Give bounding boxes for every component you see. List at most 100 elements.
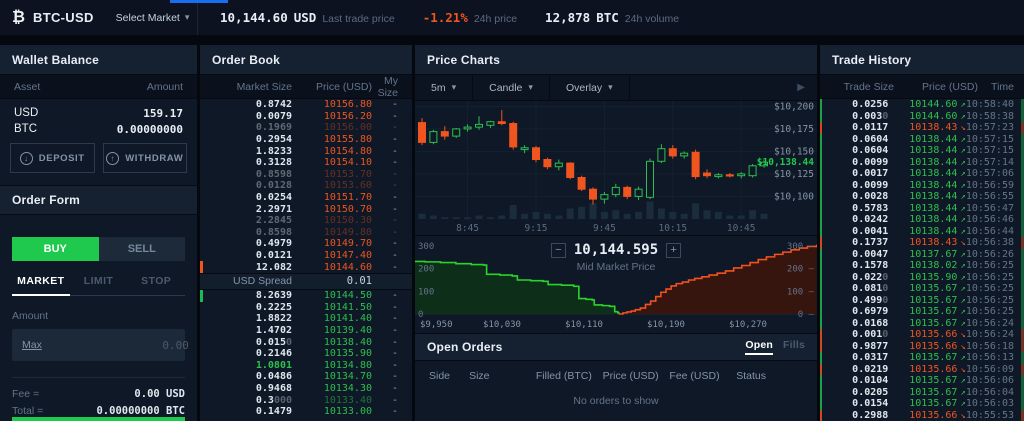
deposit-label: DEPOSIT: [38, 152, 85, 164]
order-book-ask-row[interactable]: 0.0254 10151.70 -: [200, 192, 412, 204]
order-book-bid-row[interactable]: 1.8822 10141.40 -: [200, 313, 412, 325]
max-link[interactable]: Max: [22, 339, 42, 351]
order-book-ask-row[interactable]: 0.1969 10156.00 -: [200, 122, 412, 134]
order-book-bid-row[interactable]: 1.4702 10139.40 -: [200, 325, 412, 337]
open-orders-tab-fills[interactable]: Fills: [782, 339, 805, 351]
scroll-right-icon[interactable]: ▶: [797, 82, 805, 93]
order-book-ask-row[interactable]: 2.2971 10150.70 -: [200, 203, 412, 215]
svg-text:9:15: 9:15: [525, 223, 548, 234]
select-market-dropdown[interactable]: Select Market ▾: [116, 12, 190, 24]
trade-size: 0.6979: [852, 306, 889, 318]
select-market-label: Select Market: [115, 11, 180, 24]
mid-minus-button[interactable]: −: [550, 242, 566, 258]
trade-history-row[interactable]: 0.0099 10138.44 ↗ 10:56:59: [820, 179, 1024, 191]
depth-chart[interactable]: − 10,144.595 + Mid Market Price $9,950 $1…: [415, 235, 817, 333]
order-book-bid-row[interactable]: 8.2639 10144.50 -: [200, 289, 412, 302]
ob-size: 0.1479: [255, 406, 292, 418]
amount-field[interactable]: [41, 338, 189, 352]
trade-history-row[interactable]: 0.0010 10135.66 ↘ 10:56:24: [820, 329, 1024, 341]
trade-history-row[interactable]: 0.0256 10144.60 ↗ 10:58:40: [820, 99, 1024, 111]
trade-history-row[interactable]: 0.0220 10135.90 ↗ 10:56:25: [820, 271, 1024, 283]
trade-history-row[interactable]: 0.5783 10138.44 ↗ 10:56:47: [820, 202, 1024, 214]
trade-size: 0.0219: [852, 363, 889, 375]
order-book-ask-row[interactable]: 0.0128 10153.60 -: [200, 180, 412, 192]
trade-history-row[interactable]: 0.0117 10138.43 ↘ 10:57:23: [820, 122, 1024, 134]
trade-price: 10144.60 ↗: [909, 99, 966, 111]
candlestick-chart[interactable]: $10,200 $10,175 $10,150 $10,125 $10,100 8:45 9…: [415, 101, 817, 235]
trade-price: 10135.67 ↗: [909, 283, 966, 295]
total-row: Total = 0.00000000 BTC: [12, 405, 185, 417]
trade-history-row[interactable]: 0.0242 10138.44 ↗ 10:56:46: [820, 214, 1024, 226]
place-order-button[interactable]: [12, 417, 185, 421]
trade-price: 10138.44 ↗: [909, 179, 966, 191]
order-book-ask-row[interactable]: 2.2845 10150.30 -: [200, 215, 412, 227]
trade-history-row[interactable]: 0.1578 10138.02 ↗ 10:56:25: [820, 260, 1024, 272]
trade-size: 0.0030: [852, 110, 889, 122]
order-book-ask-row[interactable]: 0.8742 10156.80 -: [200, 99, 412, 111]
order-book-bid-row[interactable]: 0.2146 10135.90 -: [200, 348, 412, 360]
order-book-bid-row[interactable]: 1.0801 10134.80 -: [200, 359, 412, 371]
buy-tab[interactable]: BUY: [12, 237, 99, 261]
order-book-ask-row[interactable]: 0.8598 10153.70 -: [200, 169, 412, 181]
trade-history-row[interactable]: 0.1737 10138.43 ↘ 10:56:38: [820, 237, 1024, 249]
tab-stop[interactable]: STOP: [141, 275, 172, 287]
trade-history-row[interactable]: 0.0047 10137.67 ↗ 10:56:26: [820, 248, 1024, 260]
ask-depth-mark: [200, 261, 203, 273]
overlay-dropdown[interactable]: Overlay ▾: [550, 75, 630, 100]
tab-market[interactable]: MARKET: [12, 275, 70, 296]
chart-type-dropdown[interactable]: Candle ▾: [473, 75, 550, 100]
trade-history-row[interactable]: 0.0317 10135.67 ↗ 10:56:13: [820, 352, 1024, 364]
order-book-ask-row[interactable]: 0.4979 10149.70 -: [200, 238, 412, 250]
order-book-ask-row[interactable]: 1.8233 10154.80 -: [200, 145, 412, 157]
trade-history-row[interactable]: 0.0154 10135.67 ↗ 10:56:03: [820, 398, 1024, 410]
interval-dropdown[interactable]: 5m ▾: [415, 75, 474, 100]
ob-price: 10134.80: [323, 359, 372, 371]
order-book-bid-row[interactable]: 0.2225 10141.50 -: [200, 302, 412, 314]
order-book-bid-row[interactable]: 0.0486 10134.70 -: [200, 371, 412, 383]
ob-my-size: -: [391, 110, 398, 122]
fee-row: Fee = 0.00 USD: [12, 388, 185, 400]
order-book-ask-row[interactable]: 0.2954 10155.80 -: [200, 134, 412, 146]
trade-history-row[interactable]: 0.0017 10138.44 ↗ 10:57:06: [820, 168, 1024, 180]
order-book-bid-row[interactable]: 0.3000 10133.40 -: [200, 394, 412, 406]
trade-history-row[interactable]: 0.0104 10135.67 ↗ 10:56:06: [820, 375, 1024, 387]
ob-my-size: -: [391, 238, 398, 250]
order-book-ask-row[interactable]: 12.082 10144.60 -: [200, 261, 412, 273]
trade-history-row[interactable]: 0.0041 10138.44 ↗ 10:56:44: [820, 225, 1024, 237]
trade-history-row[interactable]: 0.0219 10135.66 ↘ 10:56:09: [820, 363, 1024, 375]
trade-history-row[interactable]: 0.0205 10135.67 ↗ 10:56:04: [820, 386, 1024, 398]
trade-history-row[interactable]: 0.0168 10135.67 ↗ 10:56:24: [820, 317, 1024, 329]
trade-size: 0.0028: [852, 191, 889, 203]
trade-history-row[interactable]: 0.0099 10138.44 ↗ 10:57:14: [820, 156, 1024, 168]
deposit-button[interactable]: ↓ DEPOSIT: [10, 143, 95, 173]
trade-up-arrow-icon: ↗: [960, 215, 966, 226]
mid-plus-button[interactable]: +: [666, 242, 682, 258]
trade-history-row[interactable]: 0.0604 10138.44 ↗ 10:57:15: [820, 145, 1024, 157]
tab-limit[interactable]: LIMIT: [83, 275, 114, 287]
order-book-bid-row[interactable]: 0.9468 10134.30 -: [200, 383, 412, 395]
trade-history-row[interactable]: 0.6979 10135.67 ↗ 10:56:25: [820, 306, 1024, 318]
trade-history-row[interactable]: 0.0810 10135.67 ↗ 10:56:25: [820, 283, 1024, 295]
open-orders-tab-open[interactable]: Open: [745, 339, 773, 355]
trade-history-row[interactable]: 0.2988 10135.66 ↘ 10:55:53: [820, 409, 1024, 421]
trade-side-mark-left: [820, 352, 822, 364]
trade-history-row[interactable]: 0.9877 10135.66 ↘ 10:56:18: [820, 340, 1024, 352]
order-book-ask-row[interactable]: 0.0121 10147.40 -: [200, 250, 412, 262]
ob-size: 8.2639: [255, 290, 292, 302]
trade-history-row[interactable]: 0.4990 10135.67 ↗ 10:56:25: [820, 294, 1024, 306]
ob-size: 0.0254: [255, 192, 292, 204]
sell-tab[interactable]: SELL: [98, 237, 185, 261]
order-book-ask-row[interactable]: 0.8598 10149.80 -: [200, 227, 412, 239]
svg-text:300 –: 300 –: [787, 242, 815, 252]
ob-my-size: -: [391, 122, 398, 134]
order-book-ask-row[interactable]: 0.3128 10154.10 -: [200, 157, 412, 169]
ob-my-size: -: [391, 324, 398, 336]
trade-history-row[interactable]: 0.0030 10144.60 ↗ 10:58:38: [820, 110, 1024, 122]
order-book-ask-row[interactable]: 0.0079 10156.20 -: [200, 111, 412, 123]
order-book-bid-row[interactable]: 0.1479 10133.00 -: [200, 406, 412, 418]
trade-history-row[interactable]: 0.0028 10138.44 ↗ 10:56:55: [820, 191, 1024, 203]
withdraw-button[interactable]: ↑ WITHDRAW: [102, 143, 187, 173]
order-book-bid-row[interactable]: 0.0150 10138.40 -: [200, 336, 412, 348]
trade-history-row[interactable]: 0.0604 10138.44 ↗ 10:57:15: [820, 133, 1024, 145]
ob-size: 1.0801: [255, 359, 292, 371]
